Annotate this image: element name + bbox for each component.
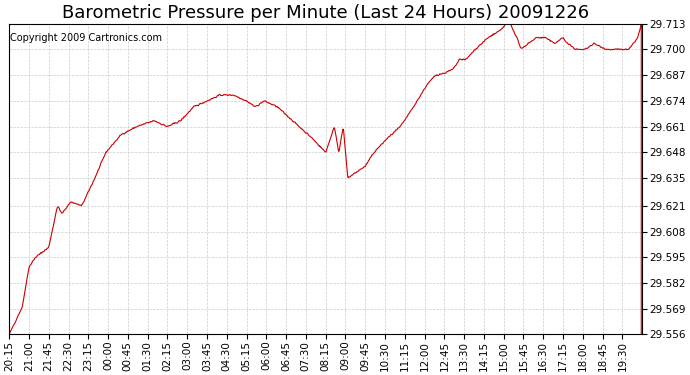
- Title: Barometric Pressure per Minute (Last 24 Hours) 20091226: Barometric Pressure per Minute (Last 24 …: [62, 4, 589, 22]
- Text: Copyright 2009 Cartronics.com: Copyright 2009 Cartronics.com: [10, 33, 162, 43]
